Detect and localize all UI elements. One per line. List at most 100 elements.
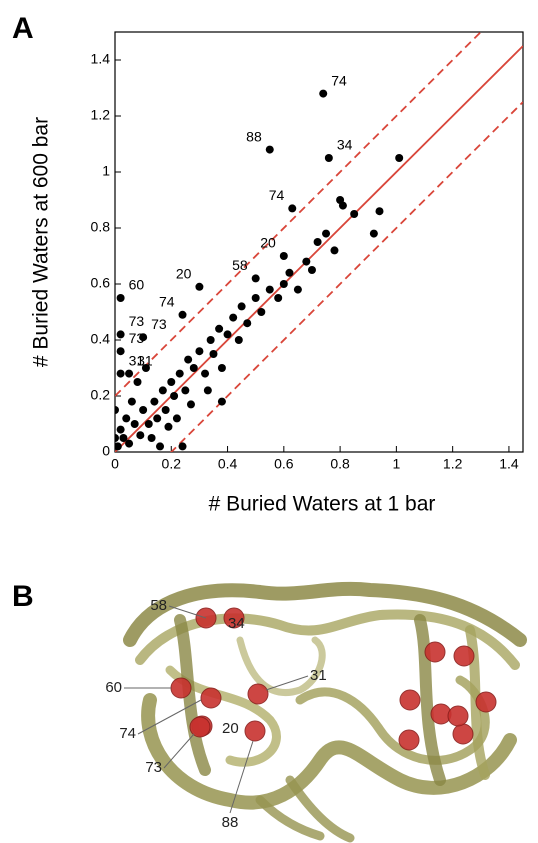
y-tick-label: 0.8: [91, 219, 111, 235]
data-point: [319, 90, 327, 98]
x-tick-label: 1.4: [499, 456, 519, 472]
y-tick-label: 1.4: [91, 51, 111, 67]
data-point: [308, 266, 316, 274]
data-point: [395, 154, 403, 162]
x-tick-label: 1: [392, 456, 400, 472]
site-label: 88: [222, 814, 239, 831]
site-label: 58: [150, 597, 167, 614]
x-tick-label: 0.8: [330, 456, 350, 472]
panel-letter: A: [12, 12, 34, 45]
data-point: [117, 294, 125, 302]
data-point: [134, 378, 142, 386]
data-point: [136, 431, 144, 439]
data-point: [173, 414, 181, 422]
data-point: [131, 420, 139, 428]
water-sphere: [399, 730, 419, 750]
data-point: [201, 370, 209, 378]
data-point: [145, 420, 153, 428]
figure: A # Buried Waters at 1 bar # Buried Wate…: [0, 0, 538, 843]
data-point: [167, 378, 175, 386]
data-point: [314, 238, 322, 246]
data-point: [125, 370, 133, 378]
data-point: [156, 442, 164, 450]
water-sphere: [454, 646, 474, 666]
point-label: 74: [331, 72, 347, 88]
data-point: [288, 204, 296, 212]
data-point: [176, 370, 184, 378]
y-tick-label: 1: [102, 163, 110, 179]
data-point: [325, 154, 333, 162]
point-label: 20: [176, 266, 192, 282]
data-point: [257, 308, 265, 316]
y-tick-label: 0.6: [91, 275, 111, 291]
water-sphere: [400, 690, 420, 710]
data-point: [375, 207, 383, 215]
data-point: [114, 442, 122, 450]
point-label: 73: [129, 313, 145, 329]
reference-line: [115, 0, 523, 396]
point-label: 74: [159, 294, 175, 310]
data-point: [164, 423, 172, 431]
data-point: [159, 386, 167, 394]
water-sphere: [190, 717, 210, 737]
data-point: [184, 356, 192, 364]
reference-line: [115, 46, 523, 452]
point-label: 88: [246, 128, 262, 144]
data-point: [187, 400, 195, 408]
data-point: [204, 386, 212, 394]
data-point: [339, 202, 347, 210]
data-point: [170, 392, 178, 400]
data-point: [218, 364, 226, 372]
data-point: [274, 294, 282, 302]
data-point: [224, 330, 232, 338]
x-tick-label: 0: [111, 456, 119, 472]
data-point: [294, 286, 302, 294]
data-point: [195, 347, 203, 355]
water-sphere: [448, 706, 468, 726]
data-point: [266, 146, 274, 154]
data-point: [125, 440, 133, 448]
x-tick-label: 0.2: [162, 456, 182, 472]
data-point: [117, 330, 125, 338]
y-tick-label: 1.2: [91, 107, 111, 123]
data-point: [122, 414, 130, 422]
data-point: [148, 434, 156, 442]
plot-area: [111, 0, 523, 508]
data-point: [179, 311, 187, 319]
point-label: 74: [269, 187, 285, 203]
data-point: [111, 434, 119, 442]
site-label: 34: [228, 615, 245, 632]
data-point: [252, 294, 260, 302]
data-point: [370, 230, 378, 238]
point-label: 58: [232, 257, 248, 273]
x-tick-label: 1.2: [443, 456, 463, 472]
data-point: [181, 386, 189, 394]
site-label: 73: [145, 759, 162, 776]
data-point: [302, 258, 310, 266]
data-point: [117, 426, 125, 434]
data-point: [111, 406, 119, 414]
y-tick-label: 0.4: [91, 331, 111, 347]
point-label: 34: [337, 137, 353, 153]
data-point: [266, 286, 274, 294]
data-point: [285, 269, 293, 277]
protein-ribbon: [130, 589, 520, 838]
panel-letter: B: [12, 580, 34, 613]
data-point: [117, 370, 125, 378]
y-axis-title: # Buried Waters at 600 bar: [30, 117, 53, 367]
data-point: [207, 336, 215, 344]
data-point: [322, 230, 330, 238]
point-label: 20: [260, 235, 276, 251]
data-point: [280, 280, 288, 288]
x-axis-title: # Buried Waters at 1 bar: [209, 493, 436, 516]
x-tick-label: 0.4: [218, 456, 238, 472]
data-point: [209, 350, 217, 358]
site-label: 31: [310, 667, 327, 684]
water-sphere: [245, 721, 265, 741]
y-tick-label: 0.2: [91, 387, 111, 403]
data-point: [117, 347, 125, 355]
data-point: [252, 274, 260, 282]
data-point: [190, 364, 198, 372]
site-label: 74: [119, 725, 136, 742]
data-point: [243, 319, 251, 327]
